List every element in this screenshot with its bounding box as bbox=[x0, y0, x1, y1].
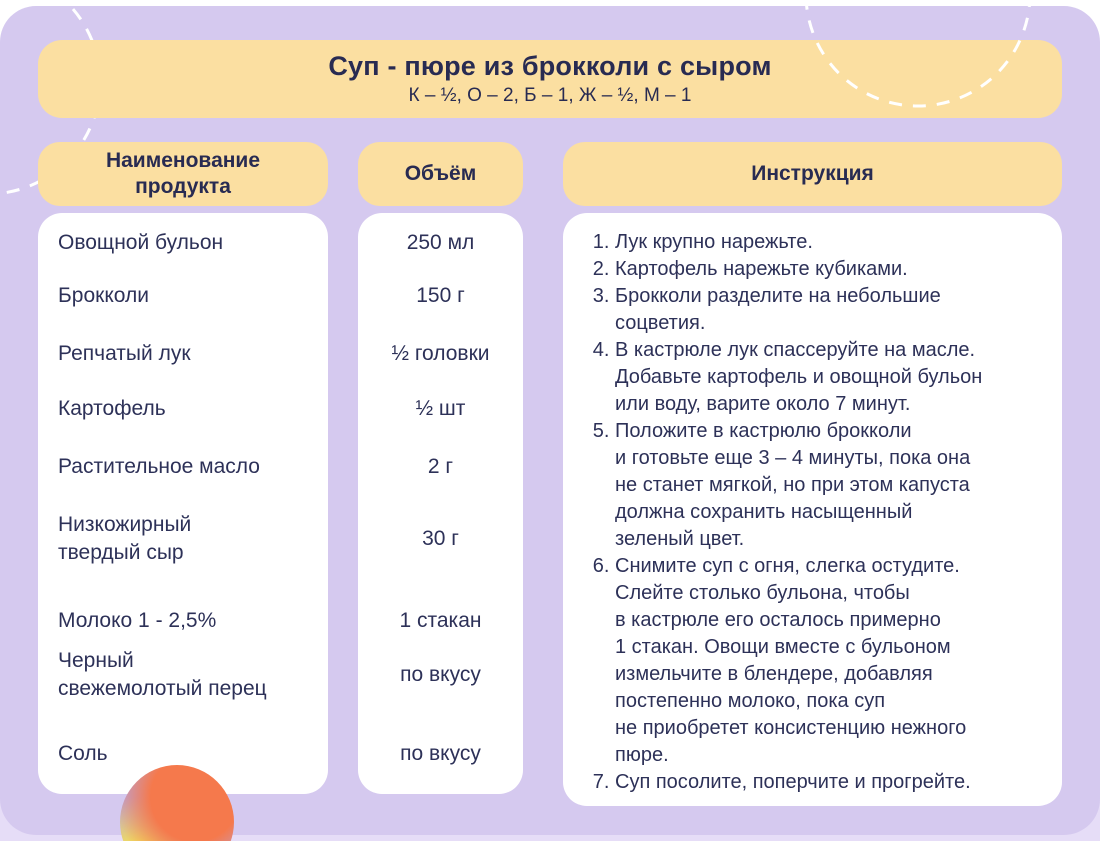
ingredient-volume: 2 г bbox=[427, 455, 454, 478]
ingredients-panel: Овощной бульон Брокколи Репчатый лук Картоф… bbox=[38, 213, 328, 794]
recipe-title: Суп - пюре из брокколи с сыром bbox=[328, 51, 772, 81]
column-header-product-name: Наименование продукта bbox=[38, 142, 328, 206]
instruction-step: В кастрюле лук спассеруйте на масле. Доб… bbox=[615, 337, 1044, 418]
instructions-panel: Лук крупно нарежьте.Картофель нарежьте к… bbox=[563, 213, 1062, 806]
ingredient-volume: 1 стакан bbox=[399, 609, 482, 632]
ingredient-volume: 30 г bbox=[422, 527, 459, 550]
ingredient-volume: 250 мл bbox=[406, 231, 475, 254]
ingredient-name: Соль bbox=[58, 742, 108, 765]
ingredient-volume: по вкусу bbox=[400, 742, 481, 765]
ingredient-name: Черный свежемолотый перец bbox=[58, 649, 267, 700]
ingredient-name: Репчатый лук bbox=[58, 342, 191, 365]
ingredient-name: Низкожирный твердый сыр bbox=[58, 513, 192, 564]
instruction-step: Лук крупно нарежьте. bbox=[615, 229, 1044, 256]
ingredient-name: Овощной бульон bbox=[58, 231, 224, 254]
instruction-step: Брокколи разделите на небольшие соцветия… bbox=[615, 283, 1044, 337]
ingredient-volume: ½ шт bbox=[415, 397, 466, 420]
ingredient-volume: 150 г bbox=[416, 284, 465, 307]
ingredient-volume: по вкусу bbox=[400, 663, 481, 686]
ingredient-name: Растительное масло bbox=[58, 455, 260, 478]
ingredient-name: Молоко 1 - 2,5% bbox=[58, 609, 217, 632]
instruction-step: Положите в кастрюлю брокколи и готовьте … bbox=[615, 418, 1044, 553]
instructions-list: Лук крупно нарежьте.Картофель нарежьте к… bbox=[563, 229, 1044, 796]
ingredient-volume: ½ головки bbox=[391, 342, 490, 365]
recipe-header: Суп - пюре из брокколи с сыром К – ½, О … bbox=[38, 40, 1062, 118]
column-header-volume: Объём bbox=[358, 142, 523, 206]
instruction-step: Картофель нарежьте кубиками. bbox=[615, 256, 1044, 283]
column-header-instructions: Инструкция bbox=[563, 142, 1062, 206]
recipe-nutrition-codes: К – ½, О – 2, Б – 1, Ж – ½, М – 1 bbox=[408, 85, 692, 106]
ingredient-name: Брокколи bbox=[58, 284, 149, 307]
instruction-step: Суп посолите, поперчите и прогрейте. bbox=[615, 769, 1044, 796]
volumes-panel: 250 мл 150 г ½ головки ½ шт 2 г 30 г 1 стакан п… bbox=[358, 213, 523, 794]
instruction-step: Снимите суп с огня, слегка остудите. Сле… bbox=[615, 553, 1044, 769]
recipe-card: Суп - пюре из брокколи с сыром К – ½, О … bbox=[0, 6, 1100, 835]
ingredient-name: Картофель bbox=[58, 397, 166, 420]
